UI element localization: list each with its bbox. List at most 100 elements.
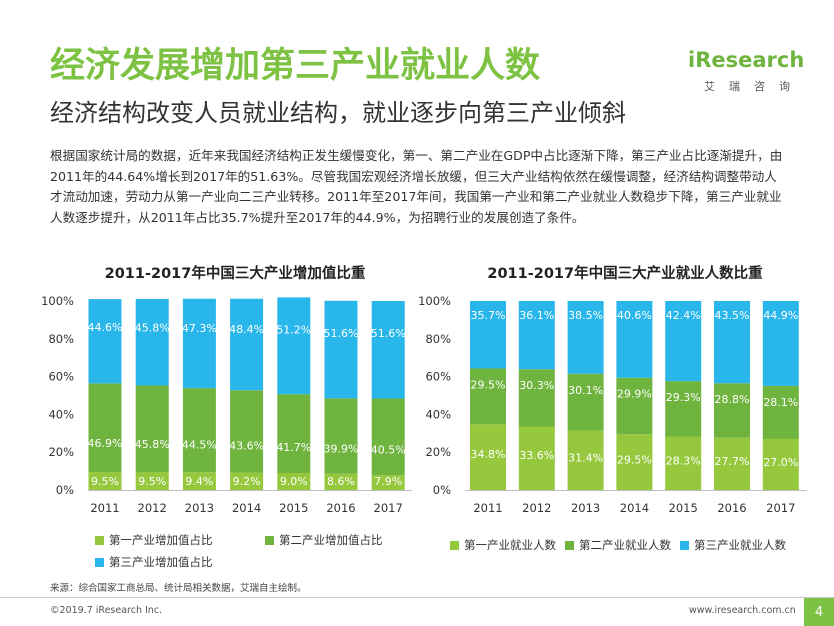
data-label: 41.7% [276,441,311,454]
bar-segment [470,368,506,425]
data-label: 40.6% [617,309,652,322]
legend-item-secondary-employment: 第二产业就业人数 [565,537,671,553]
x-tick-label: 2016 [326,501,355,515]
bar-segment [665,301,702,382]
bar-segment [182,388,216,473]
data-label: 27.7% [715,455,750,468]
data-label: 29.9% [617,388,652,401]
data-label: 28.8% [715,393,750,406]
legend-item-primary-value: 第一产业增加值占比 [95,532,213,548]
x-tick-label: 2017 [766,501,795,515]
bar-segment [762,438,799,490]
data-label: 44.9% [763,309,798,322]
intro-paragraph: 根据国家统计局的数据，近年来我国经济结构正发生缓慢变化，第一、第二产业在GDP中… [50,148,783,225]
y-tick-label: 40% [48,407,74,421]
data-label: 45.8% [135,321,170,334]
bar-segment [567,430,604,490]
bar-segment [135,298,169,386]
x-tick-label: 2013 [571,501,600,515]
page-subtitle: 经济结构改变人员就业结构，就业逐步向第三产业倾斜 [50,99,626,127]
data-label: 45.8% [135,438,170,451]
data-label: 51.6% [371,327,406,340]
y-tick-label: 100% [418,294,451,308]
bar-segment [135,472,169,490]
bar-segment [371,475,405,490]
y-tick-label: 100% [41,294,74,308]
bar-segment [371,398,405,476]
y-tick-label: 80% [425,332,451,346]
bar-segment [762,385,799,439]
bar-segment [277,297,311,395]
data-label: 9.0% [280,475,308,488]
website-link: www.iresearch.com.cn [689,605,796,616]
bar-segment [88,299,122,384]
bar-segment [567,301,604,374]
data-label: 44.6% [88,321,123,334]
x-tick-label: 2011 [473,501,502,515]
y-tick-label: 60% [48,370,74,384]
data-label: 27.0% [763,456,798,469]
bar-segment [762,301,799,386]
footer-divider [0,597,834,598]
bar-segment [230,298,264,391]
bar-segment [182,298,216,389]
bar-segment [714,437,750,490]
bar-segment [616,301,653,378]
y-tick-label: 80% [48,332,74,346]
data-label: 38.5% [568,309,603,322]
logo-wordmark: iResearch [688,48,805,72]
legend-item-secondary-value: 第二产业增加值占比 [265,532,383,548]
y-tick-label: 0% [433,483,451,497]
legend-swatch [565,540,574,550]
source-note: 来源：综合国家工商总局、统计局相关数据，艾瑞自主绘制。 [50,583,307,594]
legend-label: 第二产业就业人数 [579,538,671,552]
x-tick-label: 2016 [717,501,746,515]
y-tick-label: 60% [425,370,451,384]
x-tick-label: 2011 [90,501,119,515]
bar-segment [518,426,555,490]
legend-swatch [95,557,104,567]
logo-chinese: 艾瑞咨询 [704,80,804,93]
data-label: 33.6% [519,449,554,462]
data-label: 9.2% [233,475,261,488]
legend-swatch [95,535,104,545]
legend-swatch [680,540,689,550]
data-label: 35.7% [471,309,506,322]
data-label: 9.5% [91,475,119,488]
copyright: ©2019.7 iResearch Inc. [50,605,163,616]
x-tick-label: 2017 [374,501,403,515]
data-label: 9.4% [185,475,213,488]
data-label: 7.9% [374,475,402,488]
x-tick-label: 2013 [185,501,214,515]
x-tick-label: 2012 [138,501,167,515]
legend-label: 第三产业就业人数 [694,538,786,552]
bar-segment [616,377,653,435]
legend-label: 第一产业增加值占比 [109,533,213,547]
page-title: 经济发展增加第三产业就业人数 [50,46,541,86]
bar-segment [470,424,506,490]
data-label: 8.6% [327,475,355,488]
chart-title-value-added: 2011-2017年中国三大产业增加值比重 [104,266,366,282]
y-tick-label: 20% [48,445,74,459]
data-label: 28.1% [763,396,798,409]
x-tick-label: 2015 [279,501,308,515]
data-label: 28.3% [666,455,701,468]
data-label: 51.2% [276,323,311,336]
data-label: 30.1% [568,384,603,397]
data-label: 29.5% [617,453,652,466]
legend-item-primary-employment: 第一产业就业人数 [450,537,556,553]
x-tick-label: 2012 [522,501,551,515]
data-label: 36.1% [519,309,554,322]
data-label: 43.6% [229,440,264,453]
bar-segment [665,381,702,437]
bar-segment [324,398,358,474]
legend-label: 第三产业增加值占比 [109,555,213,569]
bar-segment [714,383,750,438]
x-tick-label: 2014 [232,501,261,515]
data-label: 47.3% [182,322,217,335]
x-tick-label: 2015 [669,501,698,515]
data-label: 39.9% [324,443,359,456]
data-label: 9.5% [138,475,166,488]
data-label: 44.5% [182,439,217,452]
data-label: 31.4% [568,451,603,464]
